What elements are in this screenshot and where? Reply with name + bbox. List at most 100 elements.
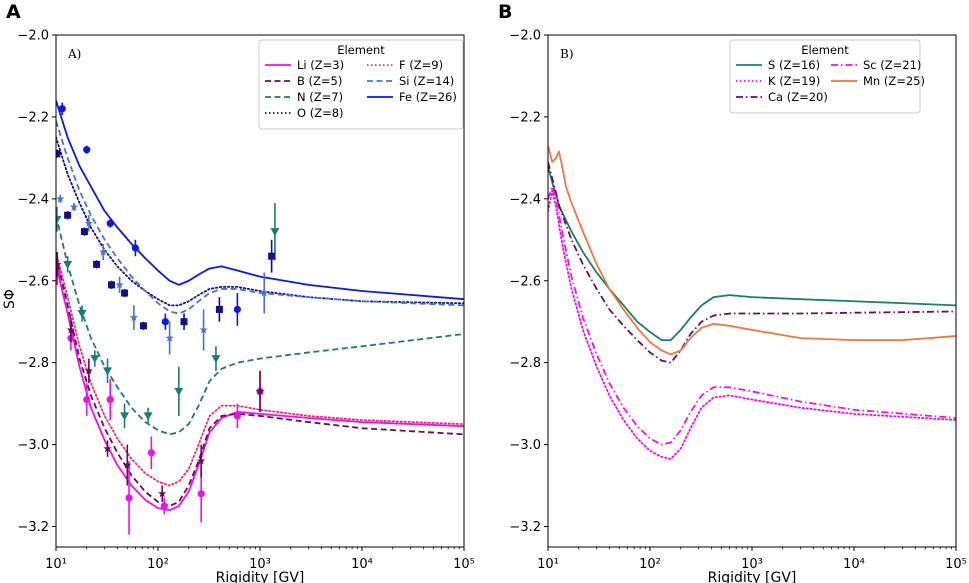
y-tick-label: −2.2 (17, 110, 49, 125)
x-axis: 10¹ 10² 10³ 10⁴ 10⁵ Rigidity [GV] (45, 547, 475, 583)
data-point (174, 387, 184, 396)
data-point (103, 367, 113, 376)
legend-box (258, 39, 464, 130)
data-point (56, 194, 65, 203)
series-lines (56, 100, 464, 512)
legend-title: Element (801, 43, 849, 57)
x-tick-label: 10² (147, 557, 169, 572)
data-point (115, 280, 124, 289)
panel-annotation: A) (67, 47, 81, 61)
data-point (106, 219, 114, 228)
x-tick-label: 10⁴ (843, 557, 865, 572)
data-point (93, 260, 101, 268)
data-point (58, 105, 66, 113)
data-point (211, 355, 221, 364)
data-point (84, 219, 94, 227)
legend-entry: Li (Z=3) (297, 58, 344, 72)
legend-entry: Fe (Z=26) (399, 90, 457, 104)
legend-entry: Mn (Z=25) (863, 74, 925, 88)
data-point (160, 502, 168, 510)
data-point (161, 318, 169, 326)
data-point (56, 215, 62, 224)
y-tick-label: −2.8 (509, 356, 541, 371)
data-point (196, 456, 206, 465)
y-tick-label: −2.4 (17, 192, 49, 207)
data-point (121, 289, 129, 297)
legend-entry: Si (Z=14) (399, 74, 454, 88)
data-point (165, 333, 174, 342)
series-line-k (548, 189, 956, 460)
panel-letter: A (6, 1, 21, 23)
y-tick-label: −2.8 (17, 356, 49, 371)
y-tick-label: −2.4 (509, 192, 541, 207)
data-point (147, 449, 155, 457)
x-axis-label: Rigidity [GV] (216, 570, 305, 583)
y-tick-label: −2.0 (509, 29, 541, 44)
data-point (80, 228, 88, 236)
data-point (106, 395, 114, 404)
data-point (197, 490, 205, 498)
legend-title: Element (337, 43, 385, 57)
series-line-si (56, 120, 464, 315)
data-point (143, 412, 153, 421)
data-point (84, 366, 94, 375)
series-line-li (56, 264, 464, 512)
data-point (98, 247, 108, 256)
series-line-sc (548, 185, 956, 446)
data-point (255, 386, 265, 395)
legend-box (729, 39, 921, 114)
series-line-b (56, 255, 464, 507)
x-tick-label: 10¹ (45, 557, 67, 572)
legend-entry: Ca (Z=20) (768, 90, 828, 104)
y-tick-label: −3.0 (17, 438, 49, 453)
data-point (233, 412, 241, 420)
legend-entry: Sc (Z=21) (863, 58, 921, 72)
data-point (63, 260, 73, 269)
y-tick-label: −2.0 (17, 29, 49, 44)
data-point (158, 489, 167, 498)
data-point (103, 444, 112, 453)
data-point (56, 150, 61, 158)
x-tick-label: 10⁵ (945, 557, 967, 572)
data-point (233, 305, 241, 314)
y-tick-label: −2.2 (509, 110, 541, 125)
legend-entry: K (Z=19) (768, 74, 820, 88)
x-tick-label: 10⁴ (351, 557, 373, 572)
y-axis: −2.0 −2.2 −2.4 −2.6 −2.8 −3.0 −3.2 SΦ (2, 29, 56, 535)
series-line-o (56, 136, 464, 307)
data-point (83, 146, 91, 154)
x-tick-label: 10¹ (537, 557, 559, 572)
series-line-s (548, 165, 956, 342)
data-point (199, 325, 208, 334)
legend-entry: S (Z=16) (768, 58, 820, 72)
y-tick-label: −3.2 (17, 520, 49, 535)
data-point (131, 244, 139, 252)
data-point (270, 228, 280, 237)
data-point (107, 281, 115, 289)
data-point (268, 252, 276, 260)
x-tick-label: 10⁵ (453, 557, 475, 572)
data-point (83, 395, 91, 404)
data-point (90, 355, 100, 364)
series-line-f (56, 251, 464, 487)
data-point (180, 318, 188, 326)
data-point (125, 494, 133, 502)
x-tick-label: 10³ (249, 557, 271, 572)
data-point (139, 322, 147, 330)
panel-a: A A) 10¹ 10² 10³ 10⁴ 10⁵ Rigidity [GV] −2.0 −2.2 −… (2, 1, 475, 583)
legend-entry: B (Z=5) (297, 74, 342, 88)
data-point (66, 325, 76, 334)
data-point (64, 211, 72, 219)
data-point (215, 305, 223, 313)
y-tick-label: −2.6 (509, 274, 541, 289)
data-point (69, 202, 79, 211)
series-line-fe (56, 100, 464, 301)
data-point (120, 412, 130, 421)
x-axis: 10¹ 10² 10³ 10⁴ 10⁵ Rigidity [GV] (537, 547, 967, 583)
panel-annotation: B) (560, 47, 574, 61)
data-point (129, 313, 139, 322)
y-tick-label: −3.2 (509, 520, 541, 535)
data-markers (56, 102, 280, 535)
